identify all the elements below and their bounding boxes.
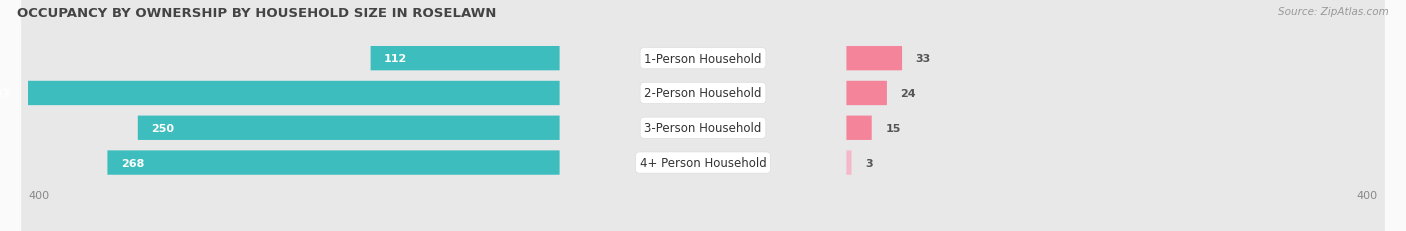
Text: 347: 347 — [0, 88, 11, 99]
Text: OCCUPANCY BY OWNERSHIP BY HOUSEHOLD SIZE IN ROSELAWN: OCCUPANCY BY OWNERSHIP BY HOUSEHOLD SIZE… — [17, 7, 496, 20]
FancyBboxPatch shape — [846, 116, 872, 140]
Text: 3: 3 — [865, 158, 873, 168]
FancyBboxPatch shape — [0, 82, 560, 106]
Text: 400: 400 — [28, 190, 49, 200]
Text: 3-Person Household: 3-Person Household — [644, 122, 762, 135]
Text: 24: 24 — [900, 88, 917, 99]
FancyBboxPatch shape — [371, 47, 560, 71]
Text: 4+ Person Household: 4+ Person Household — [640, 156, 766, 169]
FancyBboxPatch shape — [846, 151, 852, 175]
FancyBboxPatch shape — [846, 47, 903, 71]
FancyBboxPatch shape — [21, 0, 1385, 231]
Text: 1-Person Household: 1-Person Household — [644, 52, 762, 65]
Text: 2-Person Household: 2-Person Household — [644, 87, 762, 100]
Text: Source: ZipAtlas.com: Source: ZipAtlas.com — [1278, 7, 1389, 17]
Text: 400: 400 — [1357, 190, 1378, 200]
FancyBboxPatch shape — [21, 0, 1385, 231]
FancyBboxPatch shape — [21, 0, 1385, 231]
FancyBboxPatch shape — [846, 82, 887, 106]
FancyBboxPatch shape — [138, 116, 560, 140]
FancyBboxPatch shape — [21, 0, 1385, 231]
Text: 112: 112 — [384, 54, 408, 64]
Text: 250: 250 — [152, 123, 174, 133]
FancyBboxPatch shape — [107, 151, 560, 175]
Text: 33: 33 — [915, 54, 931, 64]
Text: 15: 15 — [886, 123, 901, 133]
Text: 268: 268 — [121, 158, 145, 168]
